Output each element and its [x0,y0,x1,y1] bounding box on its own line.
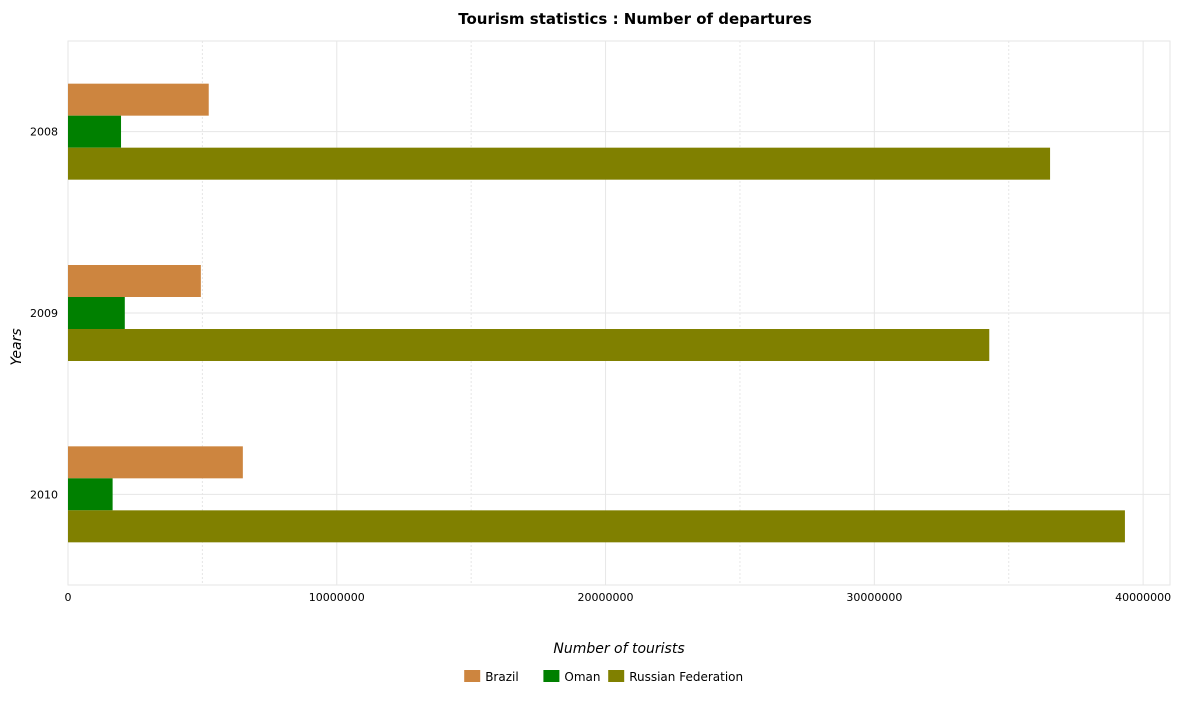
bar-brazil-2008 [68,83,209,116]
bars [68,83,1125,543]
x-tick-label: 40000000 [1115,591,1171,604]
legend-label: Oman [564,670,600,684]
legend-label: Russian Federation [629,670,743,684]
legend-swatch [543,670,560,682]
bar-oman-2009 [68,297,125,329]
grid-lines [67,40,1171,586]
y-axis-title: Years [9,328,25,365]
legend-swatch [608,670,625,682]
y-tick-label: 2008 [30,126,58,139]
chart-title: Tourism statistics : Number of departure… [458,10,812,28]
y-tick-label: 2009 [30,307,58,320]
y-tick-label: 2010 [30,488,58,501]
x-tick-label: 20000000 [578,591,634,604]
x-axis-title: Number of tourists [553,641,684,657]
x-tick-label: 10000000 [309,591,365,604]
bar-brazil-2009 [68,265,201,297]
axes: 2008 2009 2010 0 10000000 20000000 30000000 400… [30,126,1171,604]
legend-swatch [464,670,481,682]
bar-russian-federation-2009 [68,329,990,361]
bar-russian-federation-2008 [68,147,1051,180]
bar-russian-federation-2010 [68,510,1125,543]
legend: Brazil Oman Russian Federation [464,670,743,684]
x-tick-label: 30000000 [846,591,902,604]
legend-label: Brazil [485,670,519,684]
bar-oman-2010 [68,478,113,511]
x-tick-label: 0 [65,591,72,604]
bar-oman-2008 [68,115,122,148]
bar-brazil-2010 [68,446,243,479]
